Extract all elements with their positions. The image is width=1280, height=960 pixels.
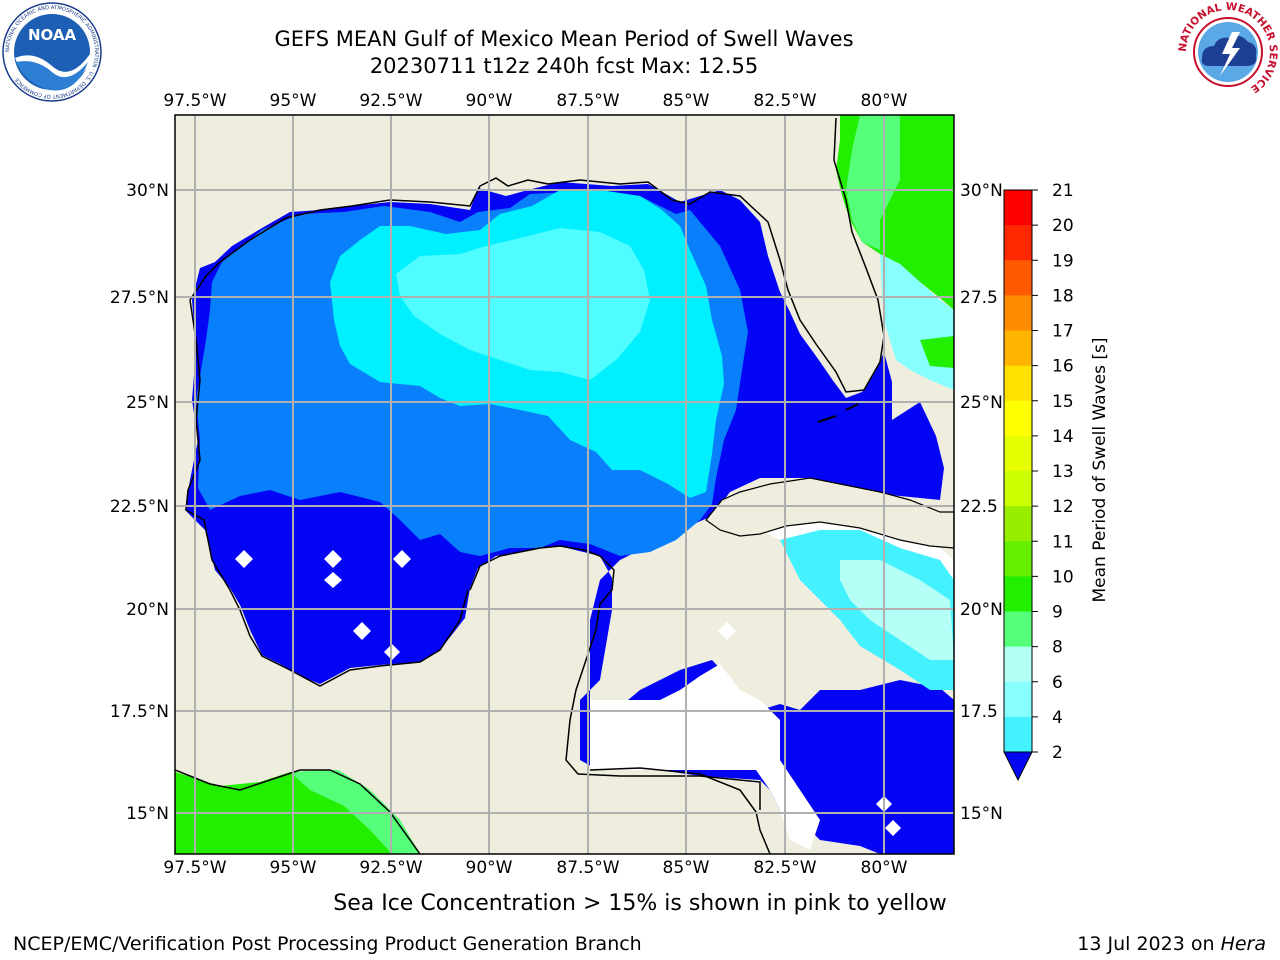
- lat-label-right: 27.5: [960, 288, 998, 308]
- missing-data-cells: [235, 550, 901, 836]
- lat-labels-left: 30°N 27.5°N 25°N 22.5°N 20°N 17.5°N 15°N: [110, 181, 169, 824]
- colorbar-segment: [1004, 716, 1032, 753]
- colorbar-under-extension: [1003, 751, 1033, 782]
- central-america-coast: [175, 769, 421, 854]
- colorbar-segment: [1004, 471, 1032, 507]
- colorbar-segment: [1004, 295, 1032, 331]
- colorbar-segment: [1004, 646, 1032, 683]
- honduras-coast: [589, 767, 771, 854]
- lon-labels: 97.5°W 95°W 92.5°W 90°W 87.5°W 85°W 82.5…: [163, 91, 907, 878]
- cuba-land: [705, 477, 954, 549]
- colorbar-tick-label: 14: [1052, 427, 1074, 447]
- date-stamp: 13 Jul 2023 on Hera: [1077, 933, 1266, 955]
- lon-label-top: 80°W: [861, 91, 908, 111]
- lat-label-left: 20°N: [126, 600, 169, 620]
- atlantic-green-spot: [920, 336, 954, 368]
- map-frame: [174, 114, 955, 855]
- colorbar-tick-label: 12: [1052, 497, 1074, 517]
- colorbar-segment: [1004, 225, 1032, 261]
- lon-label-top: 95°W: [270, 91, 317, 111]
- colorbar-tick-label: 18: [1052, 286, 1074, 306]
- lat-label-left: 22.5°N: [110, 497, 169, 517]
- lat-label-left: 27.5°N: [110, 288, 169, 308]
- lon-label-bottom: 97.5°W: [163, 858, 226, 878]
- colorbar-tick-label: 21: [1052, 181, 1074, 201]
- lat-labels-right: 30°N 27.5 25°N 22.5 20°N 17.5 15°N: [960, 181, 1003, 824]
- date-text: 13 Jul 2023 on: [1077, 933, 1215, 955]
- lon-label-bottom: 90°W: [466, 858, 513, 878]
- gulf-water-core: [396, 228, 650, 380]
- credit-text: NCEP/EMC/Verification Post Processing Pr…: [13, 933, 642, 955]
- colorbar-tick-label: 13: [1052, 462, 1074, 482]
- lon-label-bottom: 85°W: [663, 858, 710, 878]
- colorbar-segment: [1004, 611, 1032, 648]
- lon-label-bottom: 95°W: [270, 858, 317, 878]
- colorbar-tick-label: 2: [1052, 743, 1063, 763]
- colorbar-tick-label: 6: [1052, 673, 1063, 693]
- colorbar-segment: [1004, 506, 1032, 542]
- lon-label-bottom: 80°W: [861, 858, 908, 878]
- lat-label-left: 25°N: [126, 393, 169, 413]
- host-name: Hera: [1220, 933, 1266, 955]
- colorbar-tick-label: 8: [1052, 638, 1063, 658]
- colorbar: 21 20 19 18 17 16 15 14 13 12 11 10 9 8 6 4 2: [1003, 181, 1074, 782]
- noaa-logo-text: NOAA: [28, 26, 77, 44]
- lon-label-bottom: 87.5°W: [556, 858, 619, 878]
- lon-label-top: 97.5°W: [163, 91, 226, 111]
- lat-label-right: 22.5: [960, 497, 998, 517]
- colorbar-tick-label: 10: [1052, 567, 1074, 587]
- lat-label-right: 17.5: [960, 702, 998, 722]
- lat-label-left: 17.5°N: [110, 702, 169, 722]
- lat-label-right: 15°N: [960, 804, 1003, 824]
- lon-label-top: 82.5°W: [753, 91, 816, 111]
- cuba-south-white: [740, 510, 954, 600]
- lat-label-left: 15°N: [126, 804, 169, 824]
- colorbar-segment: [1004, 576, 1032, 612]
- lat-label-right: 20°N: [960, 600, 1003, 620]
- lat-label-right: 30°N: [960, 181, 1003, 201]
- lon-label-top: 92.5°W: [359, 91, 422, 111]
- colorbar-tick-label: 9: [1052, 603, 1063, 623]
- nws-logo: NATIONAL WEATHER SERVICE: [1178, 2, 1278, 101]
- colorbar-segment: [1004, 260, 1032, 296]
- colorbar-segment: [1004, 190, 1032, 226]
- colorbar-tick-label: 4: [1052, 708, 1063, 728]
- colorbar-segment: [1004, 435, 1032, 472]
- chart-subtitle: 20230711 t12z 240h fcst Max: 12.55: [369, 54, 759, 78]
- colorbar-label: Mean Period of Swell Waves [s]: [1090, 338, 1110, 603]
- lon-label-bottom: 82.5°W: [753, 858, 816, 878]
- lon-label-top: 87.5°W: [556, 91, 619, 111]
- lat-label-right: 25°N: [960, 393, 1003, 413]
- lon-label-top: 90°W: [466, 91, 513, 111]
- lon-label-bottom: 92.5°W: [359, 858, 422, 878]
- colorbar-segment: [1004, 365, 1032, 402]
- colorbar-tick-label: 15: [1052, 392, 1074, 412]
- lon-label-top: 85°W: [663, 91, 710, 111]
- colorbar-segment: [1004, 541, 1032, 577]
- graticule: [175, 115, 954, 854]
- atlantic-pale-green: [846, 115, 900, 250]
- colorbar-tick-label: 11: [1052, 532, 1074, 552]
- colorbar-segment: [1004, 681, 1032, 718]
- colorbar-segment: [1004, 330, 1032, 367]
- chart-title: GEFS MEAN Gulf of Mexico Mean Period of …: [274, 27, 854, 51]
- colorbar-segment: [1004, 400, 1032, 437]
- noaa-logo: NOAA NATIONAL OCEANIC AND ATMOSPHERIC AD…: [2, 2, 102, 102]
- colorbar-tick-label: 16: [1052, 357, 1074, 377]
- colorbar-tick-label: 20: [1052, 216, 1074, 236]
- lat-label-left: 30°N: [126, 181, 169, 201]
- colorbar-tick-label: 17: [1052, 322, 1074, 342]
- colorbar-tick-label: 19: [1052, 251, 1074, 271]
- sea-ice-note: Sea Ice Concentration > 15% is shown in …: [333, 891, 947, 916]
- florida-keys: [817, 403, 859, 423]
- yucatan-coast: [469, 545, 761, 810]
